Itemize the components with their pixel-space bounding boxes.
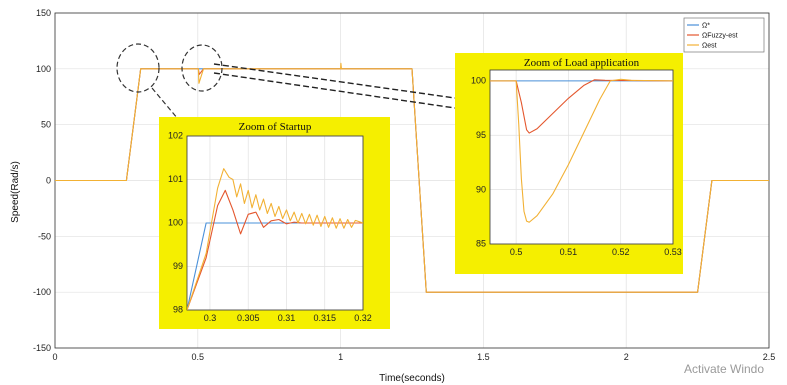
inset-1-y-tick-label: 95 [476,130,486,140]
main-x-tick-label: 2.5 [763,352,776,362]
inset-0-x-tick-label: 0.31 [278,313,296,323]
inset-0-x-tick-label: 0.3 [204,313,217,323]
inset-0-title: Zoom of Startup [239,121,312,133]
load-callout-line-2 [213,72,456,109]
inset-0-series-group [187,168,363,310]
y-axis-label: Speed(Rad/s) [10,161,21,223]
legend: Ω* ΩFuzzy-est Ωest [683,17,765,53]
main-y-tick-label: 50 [41,120,51,130]
main-series-line-2 [55,62,769,293]
main-axis-labels: Time(seconds) Speed(Rad/s) [10,161,445,384]
inset-1-y-tick-label: 90 [476,184,486,194]
inset-1-axes-frame [489,69,674,245]
load-callout-circle [181,44,223,92]
inset-0-y-tick-label: 100 [168,218,183,228]
inset-1-series-group [490,78,673,223]
inset-1-x-tick-label: 0.5 [510,247,523,257]
main-y-tick-label: -150 [33,343,51,353]
main-x-tick-label: 2 [624,352,629,362]
watermark-text: Activate Windo [684,362,765,376]
main-x-tick-label: 1 [338,352,343,362]
inset-0-series-line-2 [187,168,363,310]
inset-1-series-line-2 [490,78,673,223]
main-series-group [55,62,769,293]
x-axis-label: Time(seconds) [379,373,445,384]
inset-1-y-tick-label: 85 [476,239,486,249]
inset-0-series-line-1 [187,189,363,310]
startup-callout-line [151,87,179,120]
main-x-tick-label: 1.5 [477,352,490,362]
load-callout-line-1 [213,63,456,99]
main-x-tick-label: 0.5 [192,352,205,362]
startup-callout-circle [116,43,160,93]
inset-0-x-tick-label: 0.315 [313,313,336,323]
inset-0-y-tick-label: 102 [168,131,183,141]
main-y-tick-label: 150 [36,8,51,18]
main-y-tick-label: 100 [36,64,51,74]
zoom-callouts [116,43,456,120]
inset-1-x-tick-label: 0.53 [664,247,682,257]
inset-1-y-tick-label: 100 [471,76,486,86]
inset-0-y-tick-label: 99 [173,261,183,271]
inset-startup: Zoom of Startup 0.3 0.305 0.31 0.315 0.32 102 1… [159,117,390,329]
inset-1-x-tick-label: 0.52 [612,247,630,257]
inset-1-title: Zoom of Load application [524,57,640,69]
inset-0-y-tick-label: 101 [168,174,183,184]
legend-entry-1: ΩFuzzy-est [702,33,738,40]
main-y-tick-label: -50 [38,231,51,241]
inset-load-application: Zoom of Load application 0.5 0.51 0.52 0.53 1… [455,53,683,274]
inset-0-x-tick-label: 0.32 [354,313,372,323]
legend-entry-2: Ωest [702,43,717,50]
inset-1-series-line-1 [490,79,673,134]
main-y-tick-label: 0 [46,176,51,186]
inset-0-y-tick-label: 98 [173,305,183,315]
inset-1-x-tick-label: 0.51 [560,247,578,257]
legend-entry-0: Ω* [702,23,710,30]
main-x-tick-label: 0 [52,352,57,362]
inset-0-x-tick-label: 0.305 [237,313,260,323]
main-y-tick-label: -100 [33,287,51,297]
